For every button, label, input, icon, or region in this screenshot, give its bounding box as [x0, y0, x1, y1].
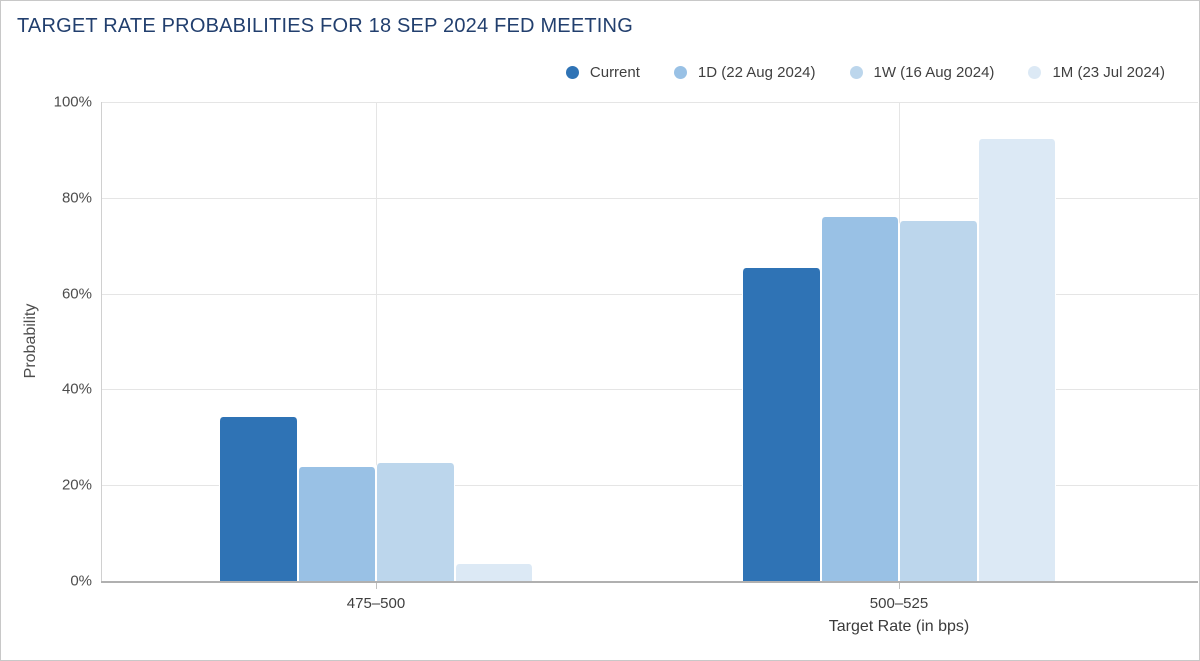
- y-tick-label: 100%: [53, 93, 92, 111]
- gridline: [101, 102, 1198, 103]
- gridline: [101, 485, 1198, 487]
- x-category-label: 500–525: [869, 595, 929, 612]
- y-tick-label: 60%: [61, 285, 92, 303]
- bar-1w-16-aug-2024-475-500: [376, 462, 455, 581]
- bar-1w-16-aug-2024-500-525: [899, 221, 978, 581]
- legend-item-current[interactable]: Current: [565, 64, 640, 81]
- x-axis-tick: [376, 583, 377, 589]
- legend-label: Current: [589, 64, 640, 81]
- legend-label: 1M (23 Jul 2024): [1052, 64, 1165, 81]
- y-tick-label: 80%: [61, 189, 92, 207]
- bar-current-475-500: [219, 417, 298, 581]
- plot-area: 0% 20% 40% 60% 80% 100% 475–500 500–525: [54, 94, 1198, 612]
- gridline: [101, 197, 1198, 199]
- x-axis-tick: [899, 583, 900, 589]
- x-category-label: 475–500: [346, 595, 406, 612]
- x-axis-title: Target Rate (in bps): [828, 618, 970, 635]
- legend-dot-icon: [849, 66, 863, 79]
- legend-item-1d-22-aug-2024[interactable]: 1D (22 Aug 2024): [673, 64, 816, 81]
- bar-current-500-525: [742, 268, 821, 581]
- legend-label: 1D (22 Aug 2024): [697, 64, 816, 81]
- legend-dot-icon: [1028, 66, 1042, 79]
- gridline-vertical: [376, 102, 377, 581]
- bar-1m-23-jul-2024-500-525: [977, 139, 1056, 581]
- gridline: [101, 389, 1198, 391]
- legend-label: 1W (16 Aug 2024): [873, 64, 995, 81]
- y-tick-label: 0%: [70, 572, 92, 590]
- y-axis-line: [101, 102, 102, 581]
- legend-item-1m-23-jul-2024[interactable]: 1M (23 Jul 2024): [1028, 64, 1165, 81]
- bar-1d-22-aug-2024-500-525: [820, 217, 899, 581]
- x-axis-line: [101, 581, 1198, 583]
- bar-1d-22-aug-2024-475-500: [297, 466, 376, 581]
- legend-item-1w-16-aug-2024[interactable]: 1W (16 Aug 2024): [849, 64, 995, 81]
- y-tick-label: 40%: [61, 380, 92, 398]
- bar-group-500-525: [742, 102, 1056, 581]
- bar-1m-23-jul-2024-475-500: [454, 563, 533, 581]
- bar-group-475-500: [219, 102, 533, 581]
- chart-legend: Current 1D (22 Aug 2024) 1W (16 Aug 2024) 1…: [565, 64, 1165, 81]
- legend-dot-icon: [673, 66, 687, 79]
- legend-dot-icon: [565, 66, 579, 79]
- y-axis-title: Probability: [22, 303, 39, 379]
- y-tick-label: 20%: [61, 476, 92, 494]
- chart-title: TARGET RATE PROBABILITIES FOR 18 SEP 202…: [17, 15, 633, 37]
- gridline: [101, 293, 1198, 295]
